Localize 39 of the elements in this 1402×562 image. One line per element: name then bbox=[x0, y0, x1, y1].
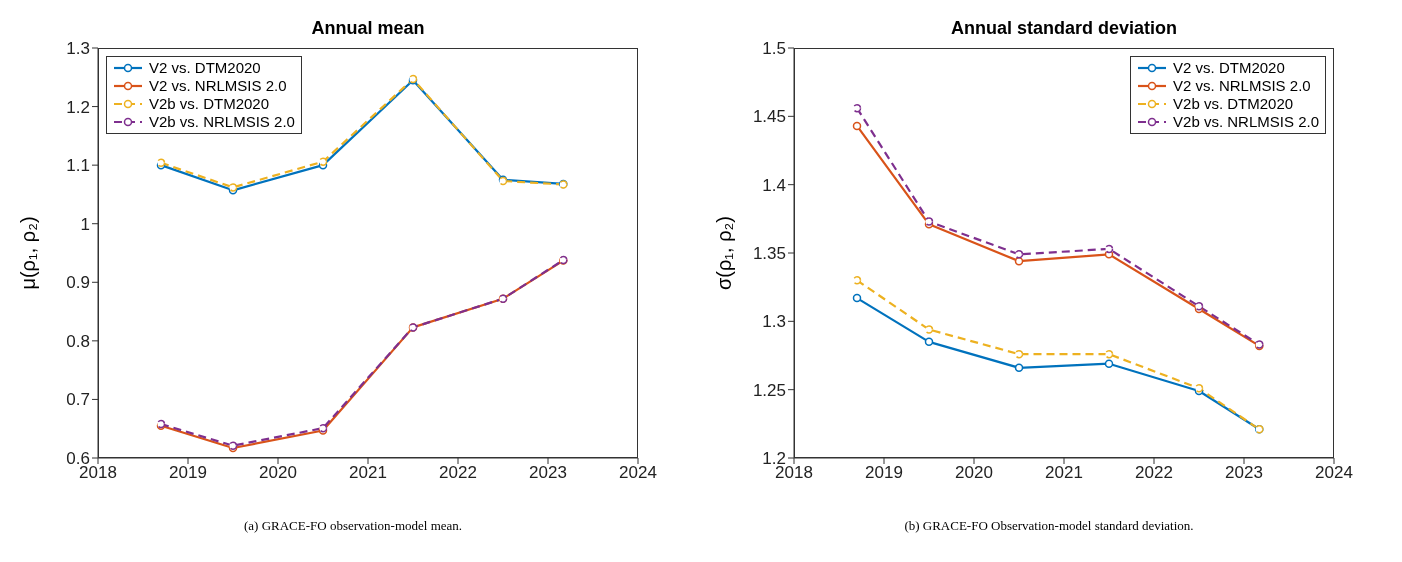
x-tick-label: 2021 bbox=[1045, 463, 1083, 483]
x-tick-label: 2024 bbox=[619, 463, 657, 483]
legend-label: V2 vs. NRLMSIS 2.0 bbox=[149, 77, 287, 95]
legend-label: V2b vs. NRLMSIS 2.0 bbox=[1173, 113, 1319, 131]
text: (a) GRACE-FO observation-model mean. bbox=[242, 518, 464, 534]
chart-title: Annual mean bbox=[310, 18, 426, 39]
y-tick-label: 1.3 bbox=[66, 39, 90, 59]
y-tick-label: 0.9 bbox=[66, 273, 90, 293]
y-tick-label: 1.3 bbox=[762, 312, 786, 332]
x-tick-label: 2024 bbox=[1315, 463, 1353, 483]
y-axis-title: σ(ρ₁, ρ₂) bbox=[713, 215, 736, 291]
y-tick-label: 1.25 bbox=[752, 380, 786, 400]
x-tick-label: 2020 bbox=[259, 463, 297, 483]
y-tick-label: 1.35 bbox=[752, 244, 786, 264]
x-tick-label: 2019 bbox=[169, 463, 207, 483]
y-tick-label: 1.45 bbox=[752, 107, 786, 127]
y-axis-title: μ(ρ₁, ρ₂) bbox=[17, 216, 40, 290]
legend-label: V2b vs. DTM2020 bbox=[1173, 95, 1294, 113]
y-tick-label: 0.8 bbox=[66, 331, 90, 351]
x-tick-label: 2019 bbox=[865, 463, 903, 483]
y-tick-label: 0.7 bbox=[66, 390, 90, 410]
x-tick-label: 2020 bbox=[955, 463, 993, 483]
chart-title: Annual standard deviation bbox=[950, 18, 1178, 39]
legend-label: V2 vs. DTM2020 bbox=[1173, 59, 1285, 77]
y-tick-label: 1.5 bbox=[762, 39, 786, 59]
x-tick-label: 2022 bbox=[439, 463, 477, 483]
legend-label: V2 vs. DTM2020 bbox=[149, 59, 261, 77]
y-tick-label: 1.1 bbox=[66, 156, 90, 176]
x-tick-label: 2022 bbox=[1135, 463, 1173, 483]
x-tick-label: 2023 bbox=[529, 463, 567, 483]
y-tick-label: 1.2 bbox=[66, 97, 90, 117]
x-tick-label: 2023 bbox=[1225, 463, 1263, 483]
x-tick-label: 2021 bbox=[349, 463, 387, 483]
y-tick-label: 1 bbox=[80, 214, 90, 234]
text: (b) GRACE-FO Observation-model standard deviation. bbox=[903, 518, 1195, 534]
y-tick-label: 1.4 bbox=[762, 175, 786, 195]
legend-label: V2b vs. DTM2020 bbox=[149, 95, 270, 113]
legend-label: V2b vs. NRLMSIS 2.0 bbox=[149, 113, 295, 131]
legend-label: V2 vs. NRLMSIS 2.0 bbox=[1173, 77, 1311, 95]
